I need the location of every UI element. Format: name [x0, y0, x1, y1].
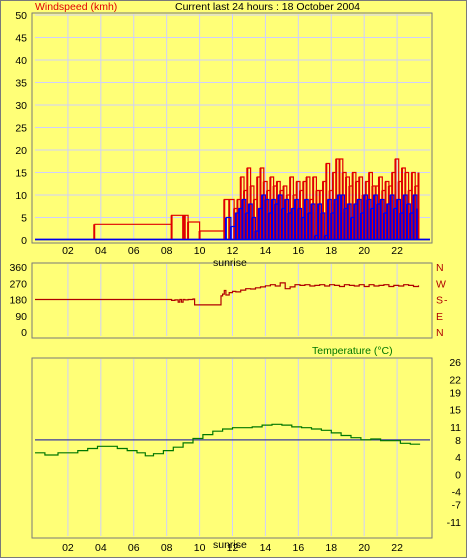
- wind-speed-xtick-label: 22: [391, 245, 403, 257]
- temperature-ytick-label: 8: [455, 435, 461, 447]
- temperature-ytick-label: 26: [449, 357, 461, 369]
- wind-speed-axis-label: Windspeed (kmh): [35, 1, 117, 13]
- temperature-line: [35, 423, 421, 457]
- temperature-xtick-label: 04: [95, 542, 107, 554]
- wind-speed-xtick-label: 08: [161, 245, 173, 257]
- wind-speed-ytick-label: 35: [15, 78, 27, 90]
- compass-label: N: [436, 327, 444, 339]
- temperature-xtick-label: 18: [325, 542, 337, 554]
- temperature-ytick-label: -11: [447, 517, 462, 529]
- compass-label: W: [436, 278, 446, 290]
- temperature-ytick-label: -4: [452, 487, 461, 499]
- wind-direction-ytick-label: 360: [9, 262, 27, 274]
- wind-speed-ytick-label: 15: [15, 168, 27, 180]
- temperature-ytick-label: 19: [449, 387, 461, 399]
- wind-speed-xtick-label: 16: [292, 245, 304, 257]
- temperature-xtick-label: 06: [128, 542, 140, 554]
- temperature-ytick-label: 0: [455, 469, 461, 481]
- temperature-xtick-label: 08: [161, 542, 173, 554]
- wind-speed-xtick-label: 06: [128, 245, 140, 257]
- temperature-xtick-label: 10: [194, 542, 206, 554]
- chart-title: Current last 24 hours : 18 October 2004: [175, 1, 360, 13]
- wind-speed-ytick-label: 5: [21, 213, 27, 225]
- data-layer: [35, 158, 430, 457]
- temperature-xtick-label: 02: [62, 542, 74, 554]
- wind-gust-line: [94, 158, 420, 232]
- temperature-xtick-label: 16: [292, 542, 304, 554]
- wind-speed-ytick-label: 30: [15, 100, 27, 112]
- sunrise-annotation-wind: sunrise: [213, 257, 247, 269]
- wind-speed-ytick-label: 10: [15, 190, 27, 202]
- temperature-title: Temperature (°C): [312, 345, 393, 357]
- sunrise-annotation-temperature: sunrise: [213, 539, 247, 551]
- wind-average-line: [225, 194, 418, 237]
- wind-speed-ytick-label: 45: [15, 33, 27, 45]
- temperature-ytick-label: 11: [450, 422, 461, 434]
- wind-speed-ytick-label: 0: [21, 235, 27, 247]
- compass-label: N: [436, 262, 444, 274]
- temperature-xtick-label: 12: [227, 542, 239, 554]
- wind-speed-ytick-label: 40: [15, 55, 27, 67]
- wind-speed-xtick-label: 12: [227, 245, 239, 257]
- temperature-xtick-label: 20: [358, 542, 370, 554]
- temperature-xtick-label: 22: [391, 542, 403, 554]
- wind-speed-xtick-label: 10: [194, 245, 206, 257]
- wind-speed-xtick-label: 18: [325, 245, 337, 257]
- wind-speed-xtick-label: 14: [260, 245, 272, 257]
- wind-direction-ytick-label: 0: [21, 327, 27, 339]
- temperature-ytick-label: -7: [452, 500, 461, 512]
- compass-label: S: [436, 295, 443, 307]
- wind-speed-xtick-label: 02: [62, 245, 74, 257]
- wind-speed-ytick-label: 20: [15, 145, 27, 157]
- wind-direction-line: [35, 282, 420, 306]
- wind-direction-ytick-label: 180: [9, 295, 27, 307]
- wind-speed-ytick-label: 50: [15, 10, 27, 22]
- compass-label: E: [436, 311, 443, 323]
- wind-direction-panel: [31, 262, 433, 339]
- wind-speed-xtick-label: 20: [358, 245, 370, 257]
- wind-speed-xtick-label: 04: [95, 245, 107, 257]
- compass-separator: -: [444, 295, 448, 307]
- wind-speed-panel: [31, 12, 433, 244]
- temperature-xtick-label: 14: [260, 542, 272, 554]
- wind-direction-ytick-label: 90: [15, 311, 27, 323]
- wind-direction-ytick-label: 270: [9, 278, 27, 290]
- temperature-ytick-label: 22: [449, 374, 461, 386]
- temperature-panel: [31, 357, 433, 539]
- wind-speed-ytick-label: 25: [15, 123, 27, 135]
- temperature-ytick-label: 15: [449, 405, 461, 417]
- temperature-ytick-label: 4: [455, 452, 461, 464]
